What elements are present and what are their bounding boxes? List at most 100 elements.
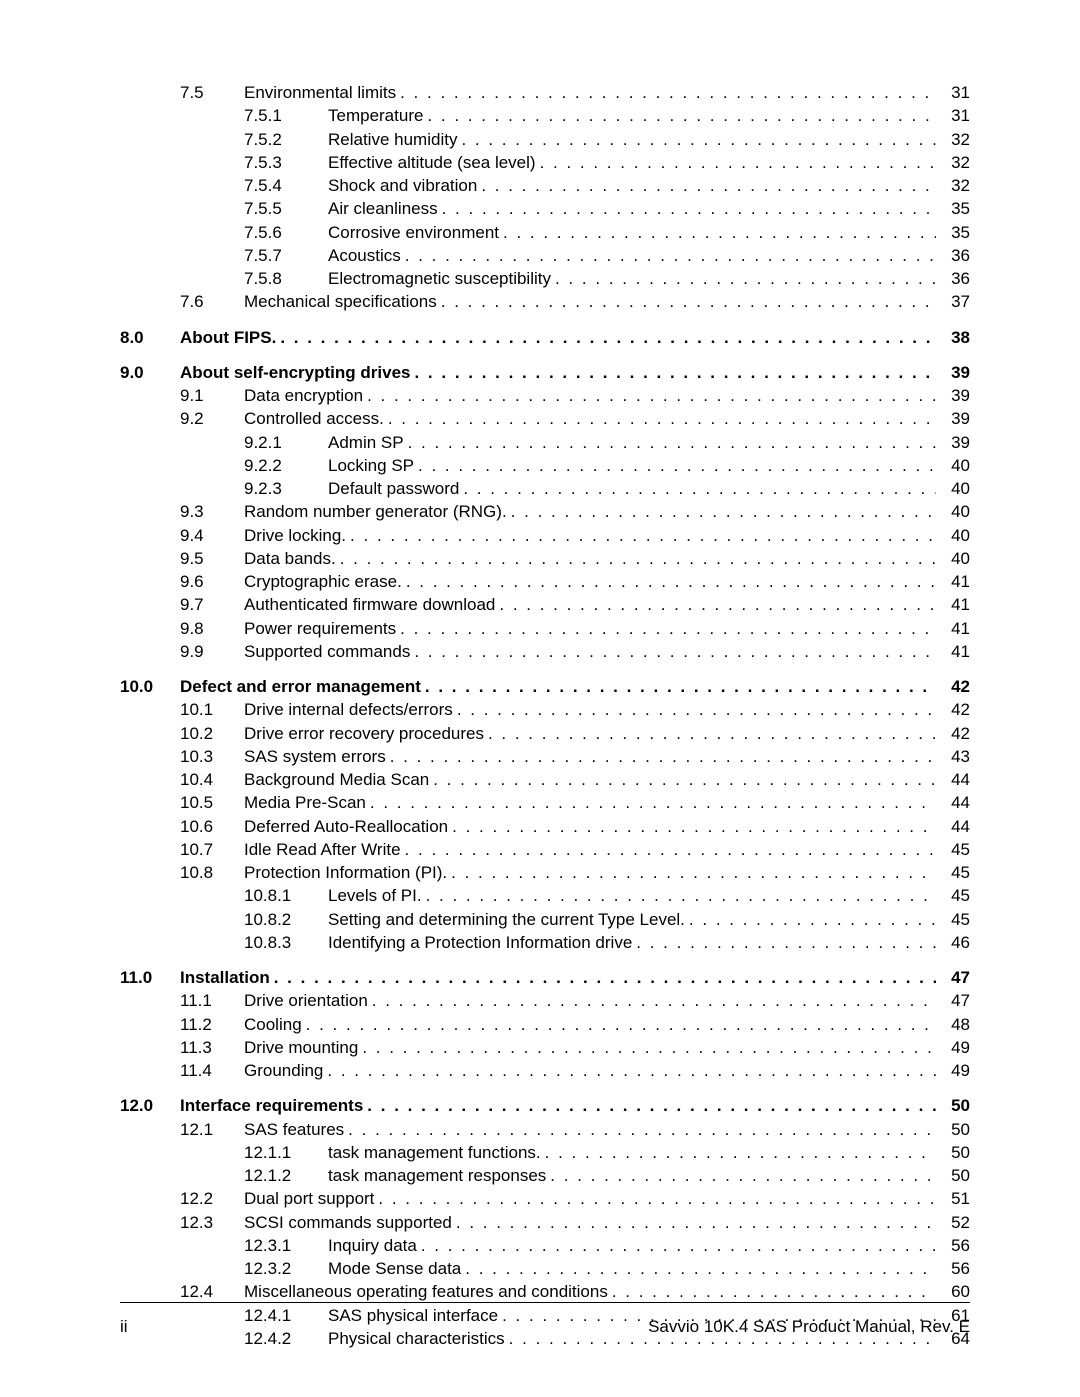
toc-row: 12.3.1Inquiry data56 bbox=[120, 1235, 970, 1256]
toc-page-number: 45 bbox=[936, 862, 970, 883]
toc-leader-dots bbox=[363, 1095, 936, 1116]
toc-subsection-number: 9.2.2 bbox=[244, 455, 328, 476]
toc-page-number: 35 bbox=[936, 198, 970, 219]
toc-title: Electromagnetic susceptibility bbox=[328, 268, 551, 289]
toc-chapter-number: 12.0 bbox=[120, 1095, 180, 1116]
toc-page-number: 41 bbox=[936, 641, 970, 662]
toc-title: Random number generator (RNG). bbox=[244, 501, 507, 522]
toc-gap bbox=[120, 1083, 970, 1093]
toc-title: Dual port support bbox=[244, 1188, 374, 1209]
toc-subsection-number: 12.1.2 bbox=[244, 1165, 328, 1186]
toc-leader-dots bbox=[422, 885, 936, 906]
toc-title: Media Pre-Scan bbox=[244, 792, 366, 813]
toc-section-number: 10.3 bbox=[180, 746, 244, 767]
toc-leader-dots bbox=[404, 432, 936, 453]
toc-row: 7.5.6Corrosive environment35 bbox=[120, 222, 970, 243]
toc-leader-dots bbox=[414, 455, 936, 476]
toc-row: 9.8Power requirements 41 bbox=[120, 618, 970, 639]
toc-leader-dots bbox=[421, 676, 936, 697]
toc-leader-dots bbox=[495, 594, 936, 615]
toc-page-number: 50 bbox=[936, 1095, 970, 1116]
toc-row: 10.5Media Pre-Scan44 bbox=[120, 792, 970, 813]
toc-row: 7.5.3Effective altitude (sea level)32 bbox=[120, 152, 970, 173]
toc-section-number: 10.5 bbox=[180, 792, 244, 813]
toc-leader-dots bbox=[374, 1188, 936, 1209]
footer-doc-title: Savvio 10K.4 SAS Product Manual, Rev. E bbox=[648, 1317, 970, 1337]
toc-row: 7.5.1Temperature31 bbox=[120, 105, 970, 126]
toc-section-number: 12.4 bbox=[180, 1281, 244, 1302]
toc-section-number: 11.1 bbox=[180, 990, 244, 1011]
toc-title: Interface requirements bbox=[180, 1095, 363, 1116]
toc-title: Cryptographic erase. bbox=[244, 571, 402, 592]
page-footer: ii Savvio 10K.4 SAS Product Manual, Rev.… bbox=[120, 1302, 970, 1337]
toc-leader-dots bbox=[417, 1235, 936, 1256]
toc-gap bbox=[120, 315, 970, 325]
toc-title: About FIPS. bbox=[180, 327, 276, 348]
toc-section-number: 12.2 bbox=[180, 1188, 244, 1209]
toc-row: 9.9Supported commands41 bbox=[120, 641, 970, 662]
toc-page-number: 56 bbox=[936, 1258, 970, 1279]
toc-page-number: 50 bbox=[936, 1119, 970, 1140]
toc-row: 11.3Drive mounting49 bbox=[120, 1037, 970, 1058]
toc-page-number: 51 bbox=[936, 1188, 970, 1209]
toc-row: 12.1.2task management responses50 bbox=[120, 1165, 970, 1186]
toc-title: Data bands. bbox=[244, 548, 336, 569]
toc-row: 7.6Mechanical specifications37 bbox=[120, 291, 970, 312]
toc-row: 10.6Deferred Auto-Reallocation44 bbox=[120, 816, 970, 837]
toc-row: 10.4Background Media Scan44 bbox=[120, 769, 970, 790]
toc-title: Data encryption bbox=[244, 385, 363, 406]
footer-page-number: ii bbox=[120, 1317, 128, 1337]
toc-leader-dots bbox=[457, 129, 936, 150]
toc-row: 7.5.4Shock and vibration32 bbox=[120, 175, 970, 196]
toc-row: 7.5.8Electromagnetic susceptibility36 bbox=[120, 268, 970, 289]
toc-subsection-number: 10.8.2 bbox=[244, 909, 328, 930]
toc-section-number: 9.4 bbox=[180, 525, 244, 546]
toc-row: 10.8.3Identifying a Protection Informati… bbox=[120, 932, 970, 953]
toc-section-number: 10.6 bbox=[180, 816, 244, 837]
toc-title: Shock and vibration bbox=[328, 175, 477, 196]
toc-section-number: 9.3 bbox=[180, 501, 244, 522]
toc-row: 9.7Authenticated firmware download41 bbox=[120, 594, 970, 615]
toc-row: 10.8Protection Information (PI).45 bbox=[120, 862, 970, 883]
toc-subsection-number: 10.8.3 bbox=[244, 932, 328, 953]
toc-title: Drive internal defects/errors bbox=[244, 699, 453, 720]
toc-row: 7.5.5Air cleanliness35 bbox=[120, 198, 970, 219]
toc-row: 9.3Random number generator (RNG).40 bbox=[120, 501, 970, 522]
toc-row: 12.1SAS features50 bbox=[120, 1119, 970, 1140]
table-of-contents: 7.5Environmental limits317.5.1Temperatur… bbox=[120, 82, 970, 1349]
toc-title: Grounding bbox=[244, 1060, 323, 1081]
toc-row: 9.6Cryptographic erase.41 bbox=[120, 571, 970, 592]
toc-leader-dots bbox=[551, 268, 936, 289]
toc-page-number: 40 bbox=[936, 548, 970, 569]
toc-title: SAS system errors bbox=[244, 746, 386, 767]
toc-title: Background Media Scan bbox=[244, 769, 429, 790]
toc-title: Acoustics bbox=[328, 245, 401, 266]
toc-title: Power requirements bbox=[244, 618, 396, 639]
toc-page-number: 41 bbox=[936, 618, 970, 639]
toc-page-number: 48 bbox=[936, 1014, 970, 1035]
toc-leader-dots bbox=[358, 1037, 936, 1058]
toc-row: 9.4Drive locking.40 bbox=[120, 525, 970, 546]
toc-leader-dots bbox=[608, 1281, 936, 1302]
toc-title: Air cleanliness bbox=[328, 198, 438, 219]
toc-page-number: 45 bbox=[936, 839, 970, 860]
toc-title: Temperature bbox=[328, 105, 423, 126]
toc-leader-dots bbox=[401, 245, 936, 266]
toc-leader-dots bbox=[448, 816, 936, 837]
toc-title: Admin SP bbox=[328, 432, 404, 453]
toc-leader-dots bbox=[447, 862, 936, 883]
toc-leader-dots bbox=[396, 618, 936, 639]
toc-chapter-number: 8.0 bbox=[120, 327, 180, 348]
toc-row: 12.4Miscellaneous operating features and… bbox=[120, 1281, 970, 1302]
toc-page-number: 47 bbox=[936, 990, 970, 1011]
toc-row: 12.3SCSI commands supported52 bbox=[120, 1212, 970, 1233]
toc-title: Cooling bbox=[244, 1014, 302, 1035]
toc-row: 10.8.1Levels of PI.45 bbox=[120, 885, 970, 906]
toc-section-number: 9.8 bbox=[180, 618, 244, 639]
toc-page-number: 32 bbox=[936, 175, 970, 196]
toc-subsection-number: 9.2.1 bbox=[244, 432, 328, 453]
toc-page-number: 44 bbox=[936, 816, 970, 837]
toc-title: Effective altitude (sea level) bbox=[328, 152, 536, 173]
toc-title: SCSI commands supported bbox=[244, 1212, 452, 1233]
toc-row: 9.1Data encryption39 bbox=[120, 385, 970, 406]
